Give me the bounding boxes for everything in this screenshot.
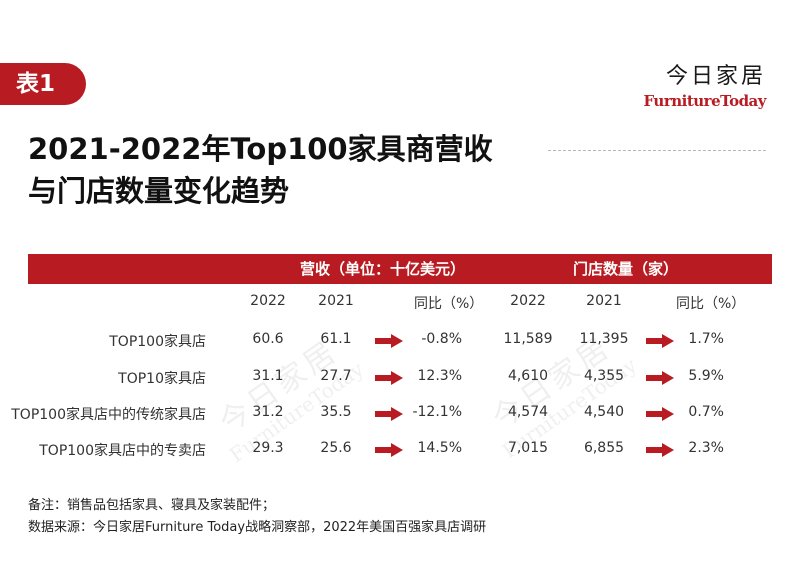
- cell-store-yoy: 2.3%: [688, 440, 724, 456]
- table-group-header: 营收（单位：十亿美元） 门店数量（家）: [28, 254, 772, 284]
- cell-rev-2022: 60.6: [252, 331, 284, 347]
- cell-store-2022: 7,015: [507, 440, 549, 456]
- col-header-store-2022: 2022: [510, 293, 546, 309]
- cell-store-2022: 4,610: [507, 368, 549, 384]
- col-header-rev-2021: 2021: [318, 293, 354, 309]
- title-divider: [548, 150, 766, 151]
- row-label: TOP10家具店: [118, 371, 206, 387]
- table-number-tag: 表1: [0, 63, 86, 105]
- arrow-right-icon: [375, 333, 403, 348]
- cell-rev-2022: 29.3: [252, 440, 284, 456]
- brand-logo-en: FurnitureToday: [643, 92, 767, 110]
- row-label: TOP100家具店中的传统家具店: [11, 407, 206, 423]
- brand-logo-cn: 今日家居: [665, 64, 766, 89]
- cell-store-2022: 4,574: [507, 404, 549, 420]
- cell-store-2021: 11,395: [579, 331, 629, 347]
- cell-rev-yoy: -12.1%: [412, 404, 462, 420]
- cell-rev-2021: 61.1: [320, 331, 352, 347]
- cell-store-yoy: 0.7%: [688, 404, 724, 420]
- cell-rev-2021: 25.6: [320, 440, 352, 456]
- col-header-rev-yoy: 同比（%）: [414, 296, 484, 312]
- cell-store-2022: 11,589: [503, 331, 553, 347]
- cell-store-2021: 6,855: [583, 440, 625, 456]
- cell-rev-2022: 31.1: [252, 368, 284, 384]
- col-header-store-2021: 2021: [586, 293, 622, 309]
- page-title-line2: 与门店数量变化趋势: [28, 174, 290, 208]
- col-header-store-yoy: 同比（%）: [676, 296, 746, 312]
- cell-rev-yoy: 14.5%: [417, 440, 462, 456]
- arrow-right-icon: [375, 370, 403, 385]
- arrow-right-icon: [646, 442, 674, 457]
- page-title-line1: 2021-2022年Top100家具商营收: [28, 132, 493, 166]
- cell-rev-yoy: 12.3%: [417, 368, 462, 384]
- row-label: TOP100家具店中的专卖店: [39, 443, 206, 459]
- cell-store-yoy: 5.9%: [688, 368, 724, 384]
- arrow-right-icon: [375, 442, 403, 457]
- arrow-right-icon: [646, 333, 674, 348]
- cell-store-2021: 4,355: [583, 368, 625, 384]
- group-header-revenue: 营收（单位：十亿美元）: [300, 260, 466, 278]
- arrow-right-icon: [646, 370, 674, 385]
- cell-store-2021: 4,540: [583, 404, 625, 420]
- arrow-right-icon: [375, 406, 403, 421]
- footnote-source: 数据来源：今日家居Furniture Today战略洞察部，2022年美国百强家…: [28, 520, 487, 535]
- row-label: TOP100家具店: [109, 334, 206, 350]
- col-header-rev-2022: 2022: [250, 293, 286, 309]
- footnote-remark: 备注：销售品包括家具、寝具及家装配件；: [28, 498, 276, 513]
- arrow-right-icon: [646, 406, 674, 421]
- cell-store-yoy: 1.7%: [688, 331, 724, 347]
- cell-rev-2022: 31.2: [252, 404, 284, 420]
- group-header-stores: 门店数量（家）: [573, 260, 679, 278]
- brand-logo: 今日家居 FurnitureToday: [643, 58, 767, 110]
- page-title: 2021-2022年Top100家具商营收 与门店数量变化趋势: [28, 128, 493, 212]
- cell-rev-yoy: -0.8%: [421, 331, 462, 347]
- cell-rev-2021: 35.5: [320, 404, 352, 420]
- cell-rev-2021: 27.7: [320, 368, 352, 384]
